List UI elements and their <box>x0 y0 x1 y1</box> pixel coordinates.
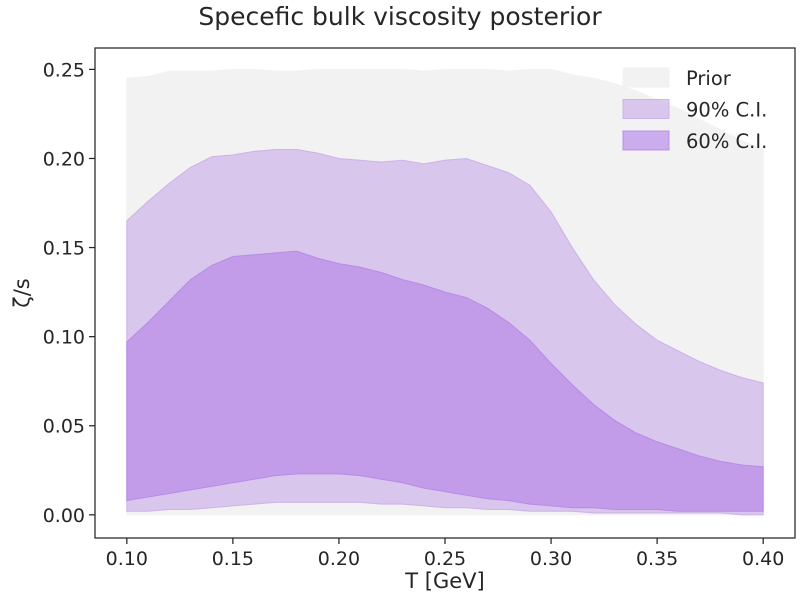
x-tick-label: 0.15 <box>212 548 254 570</box>
x-tick-label: 0.20 <box>318 548 360 570</box>
y-axis-title: ζ/s <box>10 278 34 307</box>
y-tick-label: 0.15 <box>43 238 85 260</box>
x-tick-label: 0.10 <box>106 548 148 570</box>
plot-area <box>126 68 764 516</box>
x-tick-label: 0.25 <box>424 548 466 570</box>
legend-label-prior: Prior <box>686 67 732 90</box>
y-tick-label: 0.20 <box>43 148 85 170</box>
x-axis-title: T [GeV] <box>404 569 484 593</box>
y-tick-label: 0.05 <box>43 416 85 438</box>
legend-label-60-c-i: 60% C.I. <box>686 130 767 153</box>
band-60-c-i <box>126 250 764 512</box>
legend-swatch-prior <box>622 67 670 88</box>
legend-swatch-90-c-i <box>622 99 670 119</box>
x-axis: 0.10 0.15 0.20 0.25 0.30 0.35 0.40 <box>106 538 784 570</box>
chart-title: Specefic bulk viscosity posterior <box>198 2 602 31</box>
legend-label-90-c-i: 90% C.I. <box>686 99 767 122</box>
legend-swatch-60-c-i <box>622 130 670 151</box>
y-axis: 0.00 0.05 0.10 0.15 0.20 0.25 <box>43 59 95 527</box>
legend: Prior 90% C.I. 60% C.I. <box>622 67 767 153</box>
x-tick-label: 0.40 <box>742 548 784 570</box>
x-tick-label: 0.35 <box>636 548 678 570</box>
y-tick-label: 0.00 <box>43 505 85 527</box>
y-tick-label: 0.25 <box>43 59 85 81</box>
x-tick-label: 0.30 <box>530 548 572 570</box>
y-tick-label: 0.10 <box>43 327 85 349</box>
